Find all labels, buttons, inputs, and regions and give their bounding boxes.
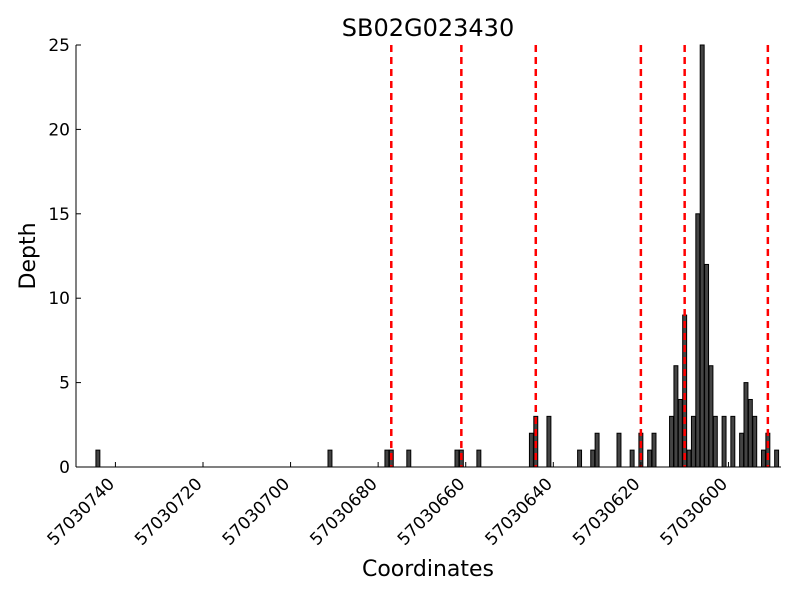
depth-bar: [476, 449, 482, 468]
x-tick-label: 57030660: [394, 474, 469, 549]
depth-bar: [629, 449, 635, 468]
depth-bar: [546, 415, 552, 468]
depth-bar: [669, 415, 674, 468]
depth-bar: [327, 449, 333, 468]
depth-bar: [765, 432, 771, 468]
y-tick-label: 10: [48, 289, 70, 309]
depth-bar: [708, 365, 714, 468]
depth-bar: [721, 415, 727, 468]
depth-bar: [743, 382, 749, 468]
depth-bar: [761, 449, 766, 468]
depth-bar: [384, 449, 390, 468]
depth-bar: [638, 432, 644, 468]
x-axis-title: Coordinates: [362, 557, 494, 582]
depth-bar: [454, 449, 460, 468]
x-tick-label: 57030720: [131, 474, 206, 549]
x-tick-label: 57030600: [657, 474, 732, 549]
x-ticks-layer: 57030740 57030720 57030700 57030680 57030660…: [44, 462, 732, 550]
coordinate-lines-layer: [390, 45, 770, 467]
y-ticks-layer: 0 5 10 15 20 25: [48, 36, 81, 478]
depth-bar: [616, 432, 622, 468]
depth-bar: [647, 449, 653, 468]
depth-bar: [594, 432, 600, 468]
depth-bar: [712, 415, 718, 468]
depth-bar: [528, 432, 534, 468]
depth-bar: [406, 449, 412, 468]
chart-title: SB02G023430: [342, 14, 514, 42]
depth-bar: [747, 398, 753, 468]
depth-bar: [690, 415, 696, 468]
y-axis-title: Depth: [16, 222, 41, 289]
depth-bar: [686, 449, 692, 468]
x-tick-label: 57030640: [482, 474, 557, 549]
x-tick-label: 57030700: [219, 474, 294, 549]
y-tick-label: 20: [48, 120, 70, 140]
y-tick-label: 5: [59, 374, 70, 394]
depth-bar: [577, 449, 583, 468]
depth-bar: [95, 449, 101, 468]
depth-bar: [704, 263, 710, 468]
x-tick-label: 57030740: [44, 474, 119, 549]
depth-bar: [739, 432, 745, 468]
depth-bar: [673, 365, 679, 468]
depth-bar: [774, 449, 780, 468]
depth-bar: [752, 415, 758, 468]
depth-bar: [651, 432, 657, 468]
y-tick-label: 15: [48, 205, 70, 225]
depth-bar: [590, 449, 596, 468]
y-tick-label: 25: [48, 36, 70, 56]
depth-bar: [677, 398, 683, 468]
depth-bar: [695, 213, 701, 468]
x-tick-label: 57030680: [306, 474, 381, 549]
bars-layer: [95, 44, 780, 468]
x-tick-label: 57030620: [569, 474, 644, 549]
y-tick-label: 0: [59, 458, 70, 478]
depth-bar: [730, 415, 736, 468]
depth-bar: [699, 44, 705, 468]
